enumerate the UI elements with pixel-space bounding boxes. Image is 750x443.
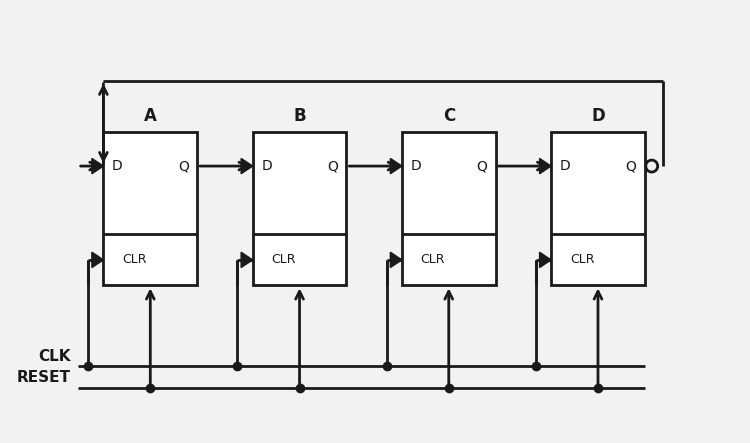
Text: Q: Q — [626, 159, 636, 173]
Text: D: D — [591, 107, 604, 125]
Polygon shape — [539, 159, 551, 174]
Polygon shape — [241, 159, 253, 174]
Text: RESET: RESET — [17, 370, 71, 385]
Text: CLR: CLR — [122, 253, 147, 266]
Text: D: D — [410, 159, 422, 173]
Text: Q: Q — [327, 159, 338, 173]
Text: C: C — [442, 107, 455, 125]
Polygon shape — [539, 252, 551, 268]
Polygon shape — [390, 252, 402, 268]
Text: A: A — [144, 107, 157, 125]
Text: CLK: CLK — [38, 349, 71, 364]
Text: Q: Q — [178, 159, 189, 173]
Text: CLR: CLR — [272, 253, 296, 266]
Polygon shape — [92, 252, 104, 268]
Text: B: B — [293, 107, 306, 125]
Text: CLR: CLR — [570, 253, 594, 266]
Text: CLR: CLR — [421, 253, 445, 266]
Polygon shape — [241, 252, 253, 268]
Polygon shape — [104, 132, 197, 285]
Text: D: D — [560, 159, 570, 173]
Polygon shape — [253, 132, 346, 285]
Polygon shape — [390, 159, 402, 174]
Polygon shape — [92, 159, 104, 174]
Text: D: D — [112, 159, 123, 173]
Text: Q: Q — [476, 159, 488, 173]
Polygon shape — [551, 132, 645, 285]
Polygon shape — [402, 132, 496, 285]
Text: D: D — [261, 159, 272, 173]
